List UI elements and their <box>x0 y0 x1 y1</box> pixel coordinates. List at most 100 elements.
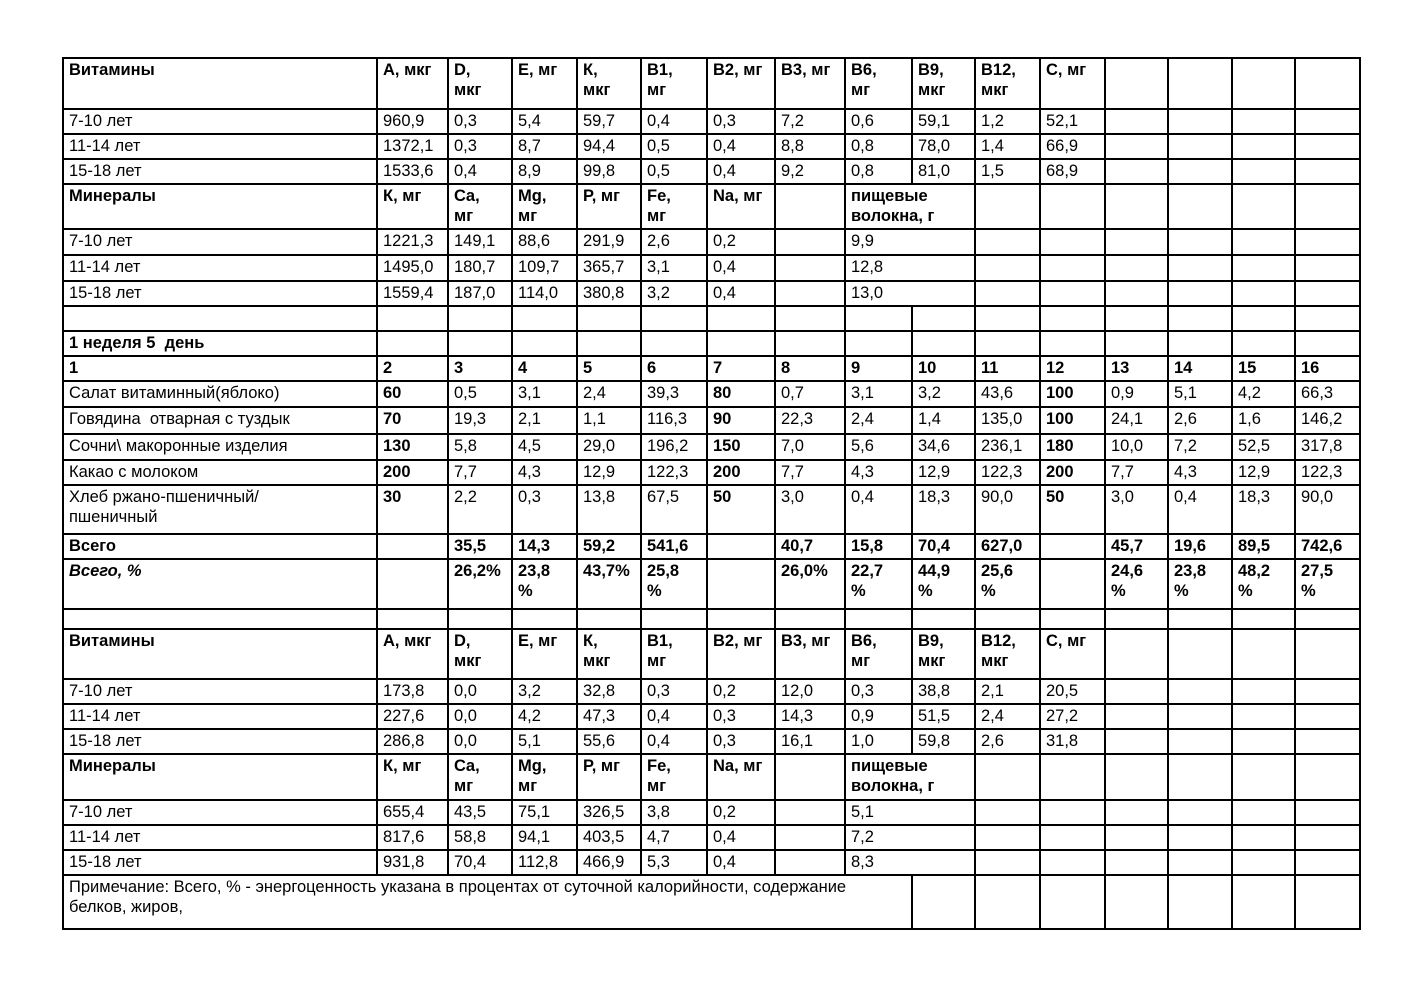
table-row <box>62 305 1361 332</box>
table-cell: 2,4 <box>576 380 642 408</box>
table-cell: Какао с молоком <box>62 459 378 486</box>
table-cell <box>511 608 578 630</box>
table-cell: 90,0 <box>974 484 1041 535</box>
table-cell <box>1039 330 1106 357</box>
table-cell: 0,7 <box>774 380 846 408</box>
table-body: Витамины А, мкг D, мкг Е, мг К, мкг В1, мг В2,… <box>62 57 1361 930</box>
table-cell: Витамины <box>62 628 378 680</box>
table-cell: 15-18 лет <box>62 849 378 876</box>
table-cell: 11 <box>974 355 1041 382</box>
table-cell <box>911 874 976 930</box>
table-row: Витамины А, мкг D, мкг Е, мг К, мкг В1, мг В2,… <box>62 57 1361 110</box>
table-cell: 1,4 <box>974 133 1041 160</box>
table-cell <box>774 280 846 307</box>
table-cell: Сочни\ макоронные изделия <box>62 433 378 461</box>
table-cell: 50 <box>706 484 776 535</box>
table-cell: 9,2 <box>774 158 846 185</box>
table-row: 11-14 лет 817,6 58,8 94,1 403,5 4,7 0,4 7,2 <box>62 824 1361 851</box>
table-cell: 40,7 <box>774 533 846 560</box>
table-cell: С, мг <box>1039 57 1106 110</box>
table-cell <box>447 330 513 357</box>
table-cell: 0,4 <box>706 824 776 851</box>
table-cell: В12, мкг <box>974 628 1041 680</box>
table-cell: 1372,1 <box>376 133 449 160</box>
table-cell <box>1167 158 1233 185</box>
table-cell: 466,9 <box>576 849 642 876</box>
table-cell: 0,4 <box>706 849 776 876</box>
table-row: Сочни\ макоронные изделия 130 5,8 4,5 29,0 19… <box>62 433 1361 461</box>
table-cell: 1,6 <box>1231 406 1296 435</box>
table-cell <box>1039 874 1106 930</box>
table-cell: 1,1 <box>576 406 642 435</box>
table-cell: 94,1 <box>511 824 578 851</box>
table-cell <box>1231 678 1296 705</box>
table-cell: А, мкг <box>376 57 449 110</box>
table-cell: 27,2 <box>1039 703 1106 730</box>
table-cell <box>640 305 708 332</box>
table-cell: 0,3 <box>844 678 913 705</box>
table-row: 15-18 лет 1533,6 0,4 8,9 99,8 0,5 0,4 9,2 0,8 81,… <box>62 158 1361 185</box>
table-cell: 200 <box>376 459 449 486</box>
table-cell: 0,9 <box>1104 380 1169 408</box>
table-cell <box>774 254 846 282</box>
table-cell: 227,6 <box>376 703 449 730</box>
table-cell: 5,8 <box>447 433 513 461</box>
table-cell <box>1167 108 1233 135</box>
table-cell: 5 <box>576 355 642 382</box>
table-cell: 7-10 лет <box>62 678 378 705</box>
table-cell: 3,2 <box>511 678 578 705</box>
table-cell <box>1167 678 1233 705</box>
table-cell: 380,8 <box>576 280 642 307</box>
table-cell: 15-18 лет <box>62 158 378 185</box>
table-cell: Ca, мг <box>447 183 513 230</box>
table-cell: 19,6 <box>1167 533 1233 560</box>
table-cell: 1495,0 <box>376 254 449 282</box>
table-cell <box>1104 799 1169 826</box>
table-cell: пищевые волокна, г <box>844 183 976 230</box>
table-cell <box>1104 608 1169 630</box>
table-cell: 135,0 <box>974 406 1041 435</box>
table-cell <box>1294 183 1361 230</box>
table-cell: 7,7 <box>1104 459 1169 486</box>
table-cell <box>1104 228 1169 256</box>
table-cell <box>844 305 913 332</box>
table-row: 15-18 лет 1559,4 187,0 114,0 380,8 3,2 0,4 13,0 <box>62 280 1361 307</box>
table-cell: 67,5 <box>640 484 708 535</box>
table-row: Минералы К, мг Ca, мг Mg, мг Р, мг Fe, мг Na, … <box>62 753 1361 801</box>
table-cell: 22,3 <box>774 406 846 435</box>
table-cell <box>1167 799 1233 826</box>
table-cell: 99,8 <box>576 158 642 185</box>
table-cell: 23,8 % <box>511 558 578 610</box>
table-cell <box>1231 133 1296 160</box>
table-cell: С, мг <box>1039 628 1106 680</box>
table-cell: 38,8 <box>911 678 976 705</box>
table-cell: 1,2 <box>974 108 1041 135</box>
table-cell <box>974 183 1041 230</box>
table-cell: 0,2 <box>706 799 776 826</box>
table-cell <box>1231 305 1296 332</box>
table-cell <box>1039 228 1106 256</box>
table-cell: 3,2 <box>640 280 708 307</box>
table-cell: Всего <box>62 533 378 560</box>
table-cell: 70 <box>376 406 449 435</box>
table-row: Салат витаминный(яблоко) 60 0,5 3,1 2,4 39,3 8… <box>62 380 1361 408</box>
table-cell: В1, мг <box>640 628 708 680</box>
table-cell: 2,6 <box>640 228 708 256</box>
table-cell: 0,3 <box>706 108 776 135</box>
table-cell: 16,1 <box>774 728 846 755</box>
table-cell: 5,6 <box>844 433 913 461</box>
table-cell: 13,8 <box>576 484 642 535</box>
table-cell <box>1104 703 1169 730</box>
table-row: Минералы К, мг Ca, мг Mg, мг Р, мг Fe, мг Na, … <box>62 183 1361 230</box>
table-cell: 0,3 <box>640 678 708 705</box>
table-cell <box>376 608 449 630</box>
table-cell: 45,7 <box>1104 533 1169 560</box>
table-cell: 1,0 <box>844 728 913 755</box>
table-cell <box>576 608 642 630</box>
table-cell: 0,3 <box>447 133 513 160</box>
table-cell <box>1104 330 1169 357</box>
table-cell: 25,6 % <box>974 558 1041 610</box>
table-cell: В1, мг <box>640 57 708 110</box>
table-cell: 8,7 <box>511 133 578 160</box>
table-cell: 58,8 <box>447 824 513 851</box>
